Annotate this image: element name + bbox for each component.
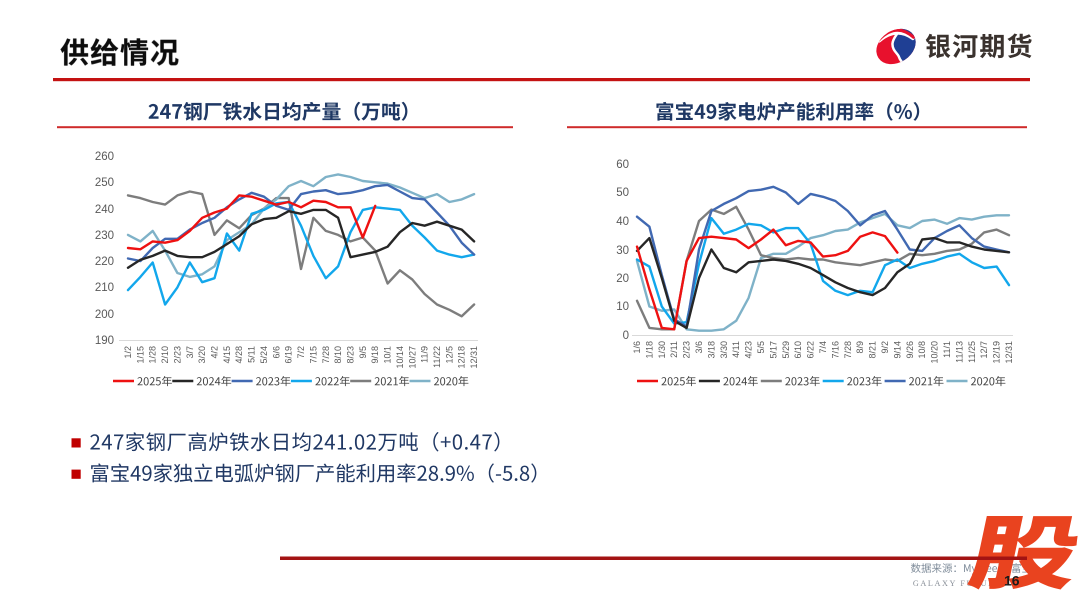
svg-text:9/2: 9/2 (880, 341, 890, 354)
svg-text:10/20: 10/20 (930, 341, 940, 364)
svg-text:4/15: 4/15 (222, 346, 232, 364)
svg-text:3/18: 3/18 (706, 341, 716, 359)
svg-text:1/28: 1/28 (148, 346, 158, 364)
svg-text:7/16: 7/16 (830, 341, 840, 359)
svg-text:9/26: 9/26 (905, 341, 915, 359)
svg-text:10/8: 10/8 (917, 341, 927, 359)
svg-text:12/5: 12/5 (444, 346, 454, 364)
svg-text:GALAXY FUTURES: GALAXY FUTURES (913, 579, 1008, 588)
svg-text:5/29: 5/29 (781, 341, 791, 359)
svg-text:3/20: 3/20 (197, 346, 207, 364)
svg-text:8/10: 8/10 (333, 346, 343, 364)
svg-text:1/30: 1/30 (657, 341, 667, 359)
svg-text:10/14: 10/14 (395, 346, 405, 369)
svg-text:220: 220 (95, 256, 114, 268)
svg-text:3/6: 3/6 (694, 341, 704, 354)
svg-text:2/23: 2/23 (172, 346, 182, 364)
svg-text:5/17: 5/17 (768, 341, 778, 359)
svg-text:10/27: 10/27 (407, 346, 417, 369)
svg-text:9/5: 9/5 (358, 346, 368, 359)
svg-text:7/28: 7/28 (321, 346, 331, 364)
svg-text:4/28: 4/28 (234, 346, 244, 364)
svg-text:3/7: 3/7 (185, 346, 195, 359)
svg-text:1/15: 1/15 (135, 346, 145, 364)
svg-text:1/6: 1/6 (632, 341, 642, 354)
svg-text:16: 16 (1004, 573, 1020, 589)
svg-text:20: 20 (616, 273, 629, 285)
svg-text:7/15: 7/15 (308, 346, 318, 364)
svg-text:6/6: 6/6 (271, 346, 281, 359)
svg-text:11/9: 11/9 (420, 346, 430, 363)
svg-text:6/22: 6/22 (806, 341, 816, 359)
svg-text:2/23: 2/23 (682, 341, 692, 359)
svg-text:7/4: 7/4 (818, 341, 828, 354)
svg-text:4/2: 4/2 (210, 346, 220, 359)
svg-text:7/2: 7/2 (296, 346, 306, 359)
svg-text:8/9: 8/9 (855, 341, 865, 354)
svg-text:5/24: 5/24 (259, 346, 269, 364)
svg-text:11/1: 11/1 (942, 341, 952, 358)
svg-text:5/11: 5/11 (247, 346, 257, 363)
svg-text:200: 200 (95, 309, 114, 321)
svg-text:11/13: 11/13 (954, 341, 964, 363)
svg-text:9/14: 9/14 (892, 341, 902, 359)
svg-text:190: 190 (95, 335, 114, 347)
svg-text:12/18: 12/18 (457, 346, 467, 369)
svg-text:60: 60 (616, 159, 629, 171)
svg-text:10: 10 (616, 301, 629, 313)
svg-text:8/23: 8/23 (346, 346, 356, 364)
svg-text:50: 50 (616, 187, 629, 199)
svg-text:0: 0 (623, 330, 629, 342)
svg-text:2/11: 2/11 (669, 341, 679, 358)
svg-text:4/11: 4/11 (731, 341, 741, 358)
svg-text:240: 240 (95, 204, 114, 216)
svg-text:250: 250 (95, 177, 114, 189)
svg-text:1/18: 1/18 (644, 341, 654, 359)
svg-text:2/10: 2/10 (160, 346, 170, 364)
svg-text:12/31: 12/31 (469, 346, 479, 369)
svg-text:3/30: 3/30 (719, 341, 729, 359)
svg-text:40: 40 (616, 216, 629, 228)
svg-text:10/1: 10/1 (383, 346, 393, 364)
svg-text:7/28: 7/28 (843, 341, 853, 359)
svg-text:5/5: 5/5 (756, 341, 766, 354)
svg-text:1/2: 1/2 (123, 346, 133, 359)
svg-text:230: 230 (95, 230, 114, 242)
svg-text:260: 260 (95, 151, 114, 163)
svg-text:4/23: 4/23 (744, 341, 754, 359)
svg-text:12/7: 12/7 (979, 341, 989, 359)
svg-text:9/18: 9/18 (370, 346, 380, 364)
svg-text:6/10: 6/10 (793, 341, 803, 359)
svg-text:11/25: 11/25 (967, 341, 977, 363)
svg-text:12/31: 12/31 (1004, 341, 1014, 364)
svg-text:6/19: 6/19 (284, 346, 294, 364)
svg-text:210: 210 (95, 282, 114, 294)
svg-text:11/22: 11/22 (432, 346, 442, 368)
svg-text:8/21: 8/21 (868, 341, 878, 359)
svg-text:12/19: 12/19 (992, 341, 1002, 364)
svg-text:30: 30 (616, 245, 629, 257)
